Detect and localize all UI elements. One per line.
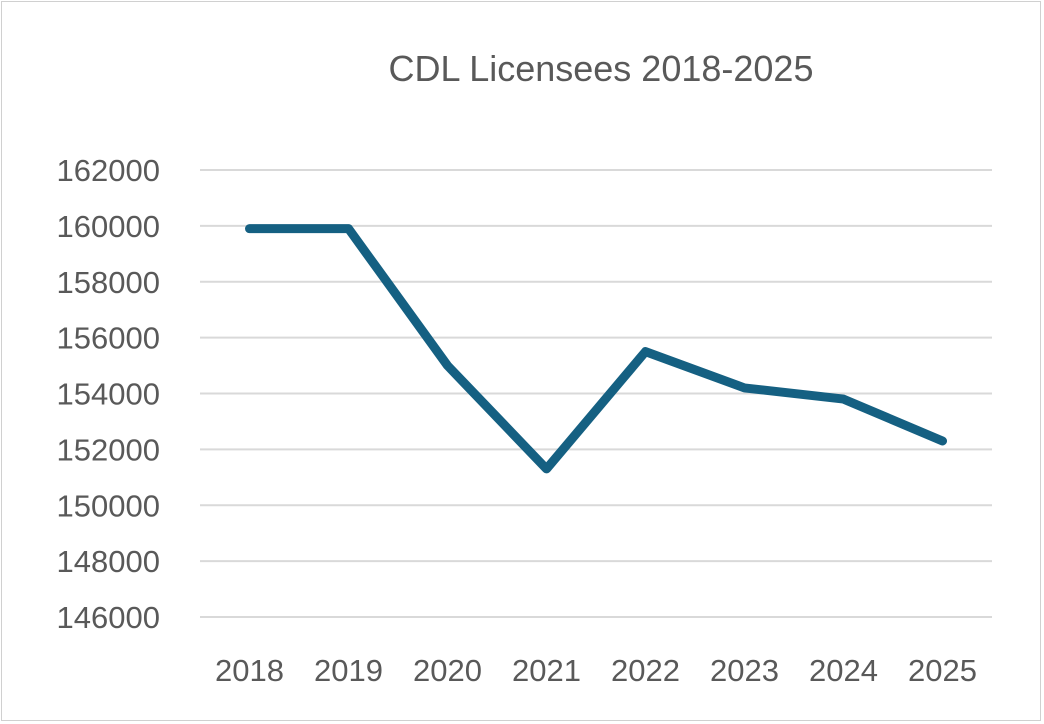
x-tick-label: 2025 <box>908 653 977 688</box>
x-tick-label: 2019 <box>314 653 383 688</box>
chart-title: CDL Licensees 2018-2025 <box>388 48 814 89</box>
x-tick-label: 2020 <box>413 653 482 688</box>
series-line <box>245 224 947 474</box>
x-tick-label: 2023 <box>710 653 779 688</box>
y-tick-label: 154000 <box>57 377 160 412</box>
x-tick-label: 2021 <box>512 653 581 688</box>
x-tick-label: 2022 <box>611 653 680 688</box>
y-tick-label: 152000 <box>57 432 160 467</box>
y-tick-label: 148000 <box>57 544 160 579</box>
x-tick-label: 2018 <box>215 653 284 688</box>
y-tick-label: 162000 <box>57 153 160 188</box>
y-tick-label: 150000 <box>57 488 160 523</box>
y-tick-label: 158000 <box>57 265 160 300</box>
x-tick-label: 2024 <box>809 653 878 688</box>
y-tick-label: 156000 <box>57 321 160 356</box>
y-tick-label: 160000 <box>57 209 160 244</box>
y-tick-label: 146000 <box>57 600 160 635</box>
